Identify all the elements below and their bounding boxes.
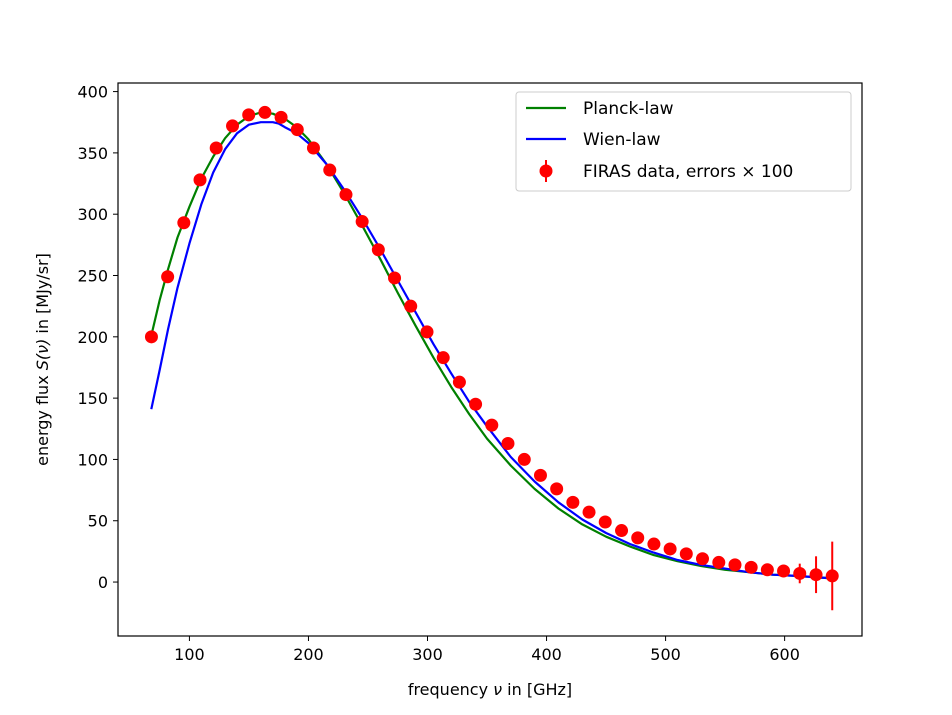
data-point — [598, 515, 612, 529]
legend-label-wien: Wien-law — [583, 130, 661, 150]
y-tick-label: 250 — [77, 267, 108, 286]
y-tick-label: 0 — [98, 573, 108, 592]
data-point — [582, 505, 596, 519]
y-tick-label: 200 — [77, 328, 108, 347]
data-point — [712, 555, 726, 569]
data-point — [193, 173, 207, 187]
data-point — [744, 560, 758, 574]
legend: Planck-law Wien-law FIRAS data, errors ×… — [515, 91, 852, 192]
data-point — [274, 110, 288, 124]
data-point — [371, 243, 385, 257]
data-point — [209, 141, 223, 155]
data-point — [501, 436, 515, 450]
data-point — [728, 558, 742, 572]
plot-area — [144, 105, 839, 611]
data-point — [436, 351, 450, 365]
data-point — [777, 564, 791, 578]
x-tick-label: 200 — [293, 645, 324, 664]
data-point — [306, 141, 320, 155]
y-tick-label: 400 — [77, 83, 108, 102]
data-point — [679, 547, 693, 561]
data-point — [517, 452, 531, 466]
y-tick-label: 350 — [77, 144, 108, 163]
axes-frame — [117, 82, 863, 637]
data-point — [420, 325, 434, 339]
data-point — [663, 542, 677, 556]
data-point — [566, 495, 580, 509]
legend-box — [515, 91, 852, 192]
data-point — [647, 537, 661, 551]
y-tick-label: 150 — [77, 389, 108, 408]
data-point — [485, 418, 499, 432]
x-tick-label: 500 — [650, 645, 681, 664]
data-point — [760, 563, 774, 577]
x-tick-label: 400 — [531, 645, 562, 664]
x-tick-label: 600 — [769, 645, 800, 664]
data-point — [258, 105, 272, 119]
x-tick-label: 100 — [174, 645, 205, 664]
data-point — [695, 552, 709, 566]
data-point — [452, 375, 466, 389]
data-point — [404, 299, 418, 313]
data-point — [339, 188, 353, 202]
x-axis-label: frequency ν in [GHz] — [408, 680, 572, 699]
y-tick-label: 100 — [77, 450, 108, 469]
data-point — [226, 119, 240, 133]
data-point — [388, 271, 402, 285]
data-point — [161, 270, 175, 284]
data-point — [615, 524, 629, 538]
data-point — [809, 568, 823, 582]
data-point — [469, 397, 483, 411]
y-tick-label: 300 — [77, 205, 108, 224]
data-point — [550, 482, 564, 496]
data-point — [825, 569, 839, 583]
legend-marker-firas — [539, 164, 553, 178]
data-point — [144, 330, 158, 344]
x-tick-label: 300 — [412, 645, 443, 664]
data-point — [355, 215, 369, 229]
legend-label-planck: Planck-law — [583, 99, 674, 119]
data-point — [242, 108, 256, 122]
data-point — [793, 566, 807, 580]
data-point — [323, 163, 337, 177]
data-point — [631, 531, 645, 545]
legend-label-firas: FIRAS data, errors × 100 — [583, 162, 793, 182]
data-point — [290, 123, 304, 137]
data-point — [533, 468, 547, 482]
axis-ticks: 100 200 300 400 500 600 0 50 100 150 200 250 300 350 4… — [77, 83, 799, 664]
y-axis-label: energy flux S(ν) in [MJy/sr] — [33, 253, 52, 466]
data-point — [177, 216, 191, 230]
y-tick-label: 50 — [88, 512, 108, 531]
